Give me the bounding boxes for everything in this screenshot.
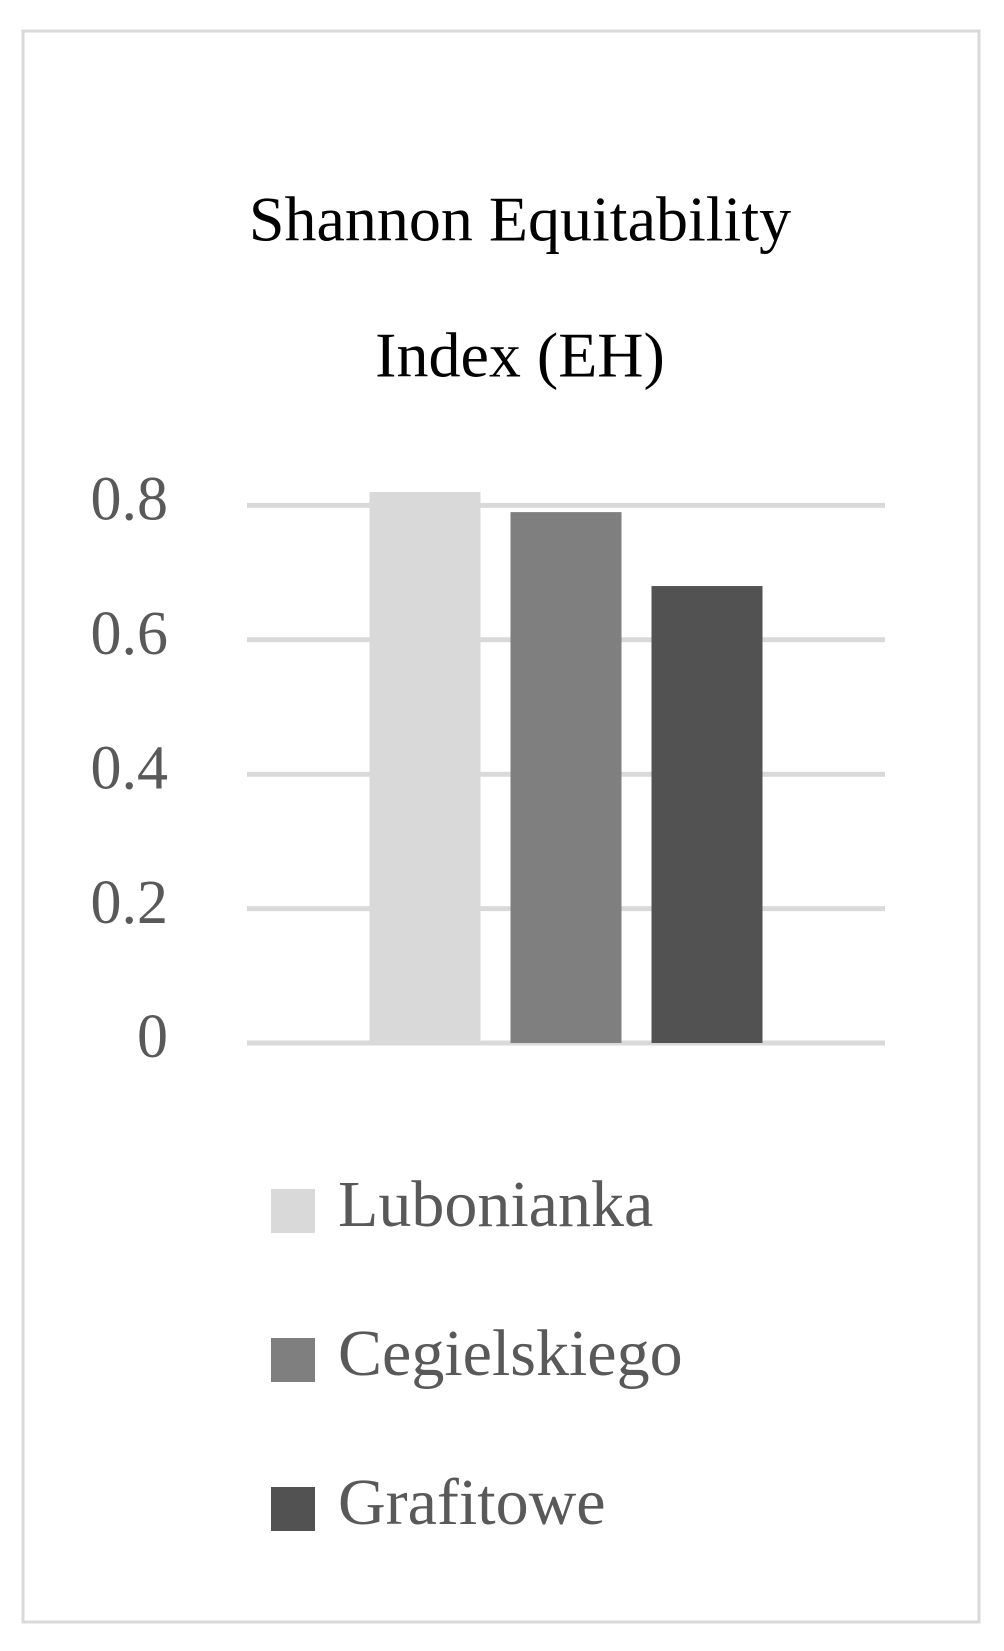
chart-border <box>21 29 981 1624</box>
bar <box>510 512 622 1043</box>
y-tick-label: 0.8 <box>91 466 169 534</box>
bar <box>369 491 481 1044</box>
legend-label: Grafitowe <box>338 1466 606 1539</box>
y-tick-label: 0.4 <box>91 734 169 802</box>
chart-title: Index (EH) <box>375 320 665 391</box>
y-tick-label: 0 <box>137 1003 168 1071</box>
y-tick-label: 0.2 <box>91 869 169 937</box>
legend-swatch <box>271 1338 315 1382</box>
legend-label: Lubonianka <box>338 1168 653 1241</box>
bar <box>651 586 763 1043</box>
legend-swatch <box>271 1189 315 1233</box>
y-tick-label: 0.6 <box>91 600 169 668</box>
legend-label: Cegielskiego <box>338 1317 683 1390</box>
legend-swatch <box>271 1487 315 1531</box>
chart-title: Shannon Equitability <box>249 184 791 255</box>
